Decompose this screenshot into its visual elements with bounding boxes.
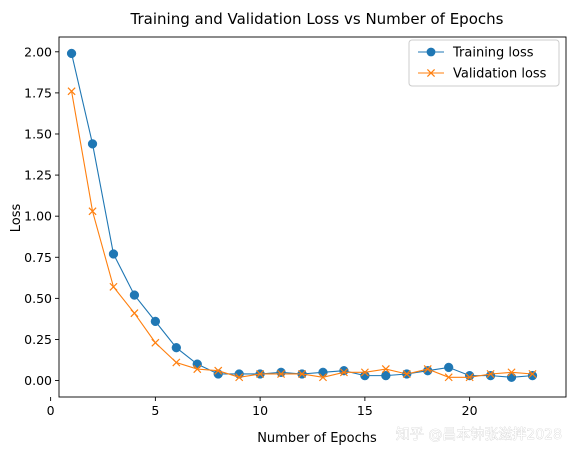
y-tick-label: 0.75: [24, 250, 52, 265]
plot-area: 0 5 10 15 20 0.00 0.25 0.50 0.75 1.00 1.25 1.50 1.75…: [24, 36, 567, 418]
training-loss-point: [444, 362, 454, 373]
plot-frame: [58, 36, 567, 398]
training-loss-point: [108, 249, 119, 259]
validation-marker-stroke: [109, 282, 118, 291]
training-loss-point: [339, 366, 349, 376]
x-tick-label: 10: [252, 403, 268, 418]
validation-marker-stroke: [172, 358, 181, 367]
training-loss-point: [527, 370, 538, 381]
validation-marker-stroke: [67, 87, 76, 96]
validation-loss-point: [109, 282, 118, 291]
training-loss-point: [66, 48, 77, 59]
validation-loss-point: [423, 365, 432, 374]
series-line-1: [71, 53, 533, 378]
legend-label-2: Validation loss: [453, 67, 547, 82]
training-loss-point: [360, 370, 370, 381]
y-tick-label: 2.00: [24, 44, 52, 59]
validation-marker-stroke: [277, 369, 286, 379]
training-loss-point: [192, 359, 202, 369]
validation-marker-stroke: [339, 368, 348, 377]
validation-loss-point: [381, 365, 390, 374]
legend-marker-circle: [426, 47, 436, 57]
validation-loss-point: [318, 373, 327, 382]
validation-marker-stroke: [256, 369, 265, 379]
training-loss-point: [318, 367, 328, 377]
validation-loss-point: [507, 368, 516, 377]
series-line-2: [71, 91, 533, 378]
x-tick-label: 15: [357, 403, 373, 418]
validation-loss-point: [193, 365, 202, 374]
validation-loss-point: [235, 373, 244, 382]
x-tick-label: 5: [151, 403, 159, 418]
validation-marker-stroke: [444, 373, 453, 382]
legend: Training loss Validation loss: [408, 39, 560, 87]
training-loss-point: [381, 370, 391, 381]
validation-loss-point: [214, 366, 223, 375]
x-axis-label: Number of Epochs: [257, 431, 377, 446]
validation-loss-point: [88, 207, 97, 216]
validation-loss-point: [339, 368, 348, 377]
validation-loss-point: [360, 368, 369, 377]
y-tick-label: 1.50: [24, 126, 52, 141]
chart-title: Training and Validation Loss vs Number o…: [130, 10, 504, 28]
training-loss-point: [129, 290, 140, 300]
validation-marker-stroke: [465, 373, 474, 382]
y-tick-label: 0.50: [24, 291, 52, 306]
y-tick-label: 1.75: [24, 85, 52, 100]
x-tick-label: 20: [462, 403, 478, 418]
validation-loss-point: [486, 369, 495, 379]
training-loss-point: [87, 139, 98, 149]
legend-label-1: Training loss: [452, 46, 534, 61]
y-tick-label: 0.00: [24, 373, 52, 388]
training-loss-point: [506, 372, 517, 382]
training-loss-point: [171, 343, 181, 353]
validation-loss-point: [256, 369, 265, 379]
y-tick-label: 1.00: [24, 209, 52, 224]
validation-loss-point: [298, 369, 307, 379]
validation-loss-point: [67, 87, 76, 96]
validation-marker-stroke: [88, 207, 97, 216]
x-tick-label: 0: [47, 403, 55, 418]
validation-marker-stroke: [360, 368, 369, 377]
validation-marker-stroke: [486, 369, 495, 379]
validation-marker-stroke: [507, 368, 516, 377]
validation-marker-stroke: [235, 373, 244, 382]
validation-loss-point: [130, 309, 139, 318]
validation-marker-stroke: [423, 365, 432, 374]
y-tick-label: 0.25: [24, 332, 52, 347]
training-loss-point: [150, 316, 161, 327]
validation-marker-stroke: [318, 373, 327, 382]
validation-loss-point: [444, 373, 453, 382]
validation-marker-stroke: [381, 365, 390, 374]
validation-loss-point: [402, 369, 411, 379]
y-axis-label: Loss: [9, 204, 24, 233]
validation-marker-stroke: [130, 309, 139, 318]
watermark: 知乎 @昌本钟张滋拌2028: [396, 426, 562, 443]
validation-marker-stroke: [151, 338, 160, 347]
legend-box: [408, 39, 560, 87]
validation-loss-point: [277, 369, 286, 379]
training-loss-point: [276, 367, 286, 377]
validation-marker-stroke: [214, 366, 223, 375]
training-loss-point: [485, 370, 496, 381]
validation-loss-point: [465, 373, 474, 382]
validation-marker-stroke: [402, 369, 411, 379]
validation-loss-point: [172, 358, 181, 367]
validation-marker-stroke: [193, 365, 202, 374]
validation-marker-stroke: [528, 369, 537, 379]
legend-marker-x: [426, 68, 436, 78]
validation-marker-stroke: [298, 369, 307, 379]
validation-loss-point: [528, 369, 537, 379]
training-loss-point: [464, 370, 475, 381]
y-tick-label: 1.25: [24, 168, 52, 183]
validation-loss-point: [151, 338, 160, 347]
